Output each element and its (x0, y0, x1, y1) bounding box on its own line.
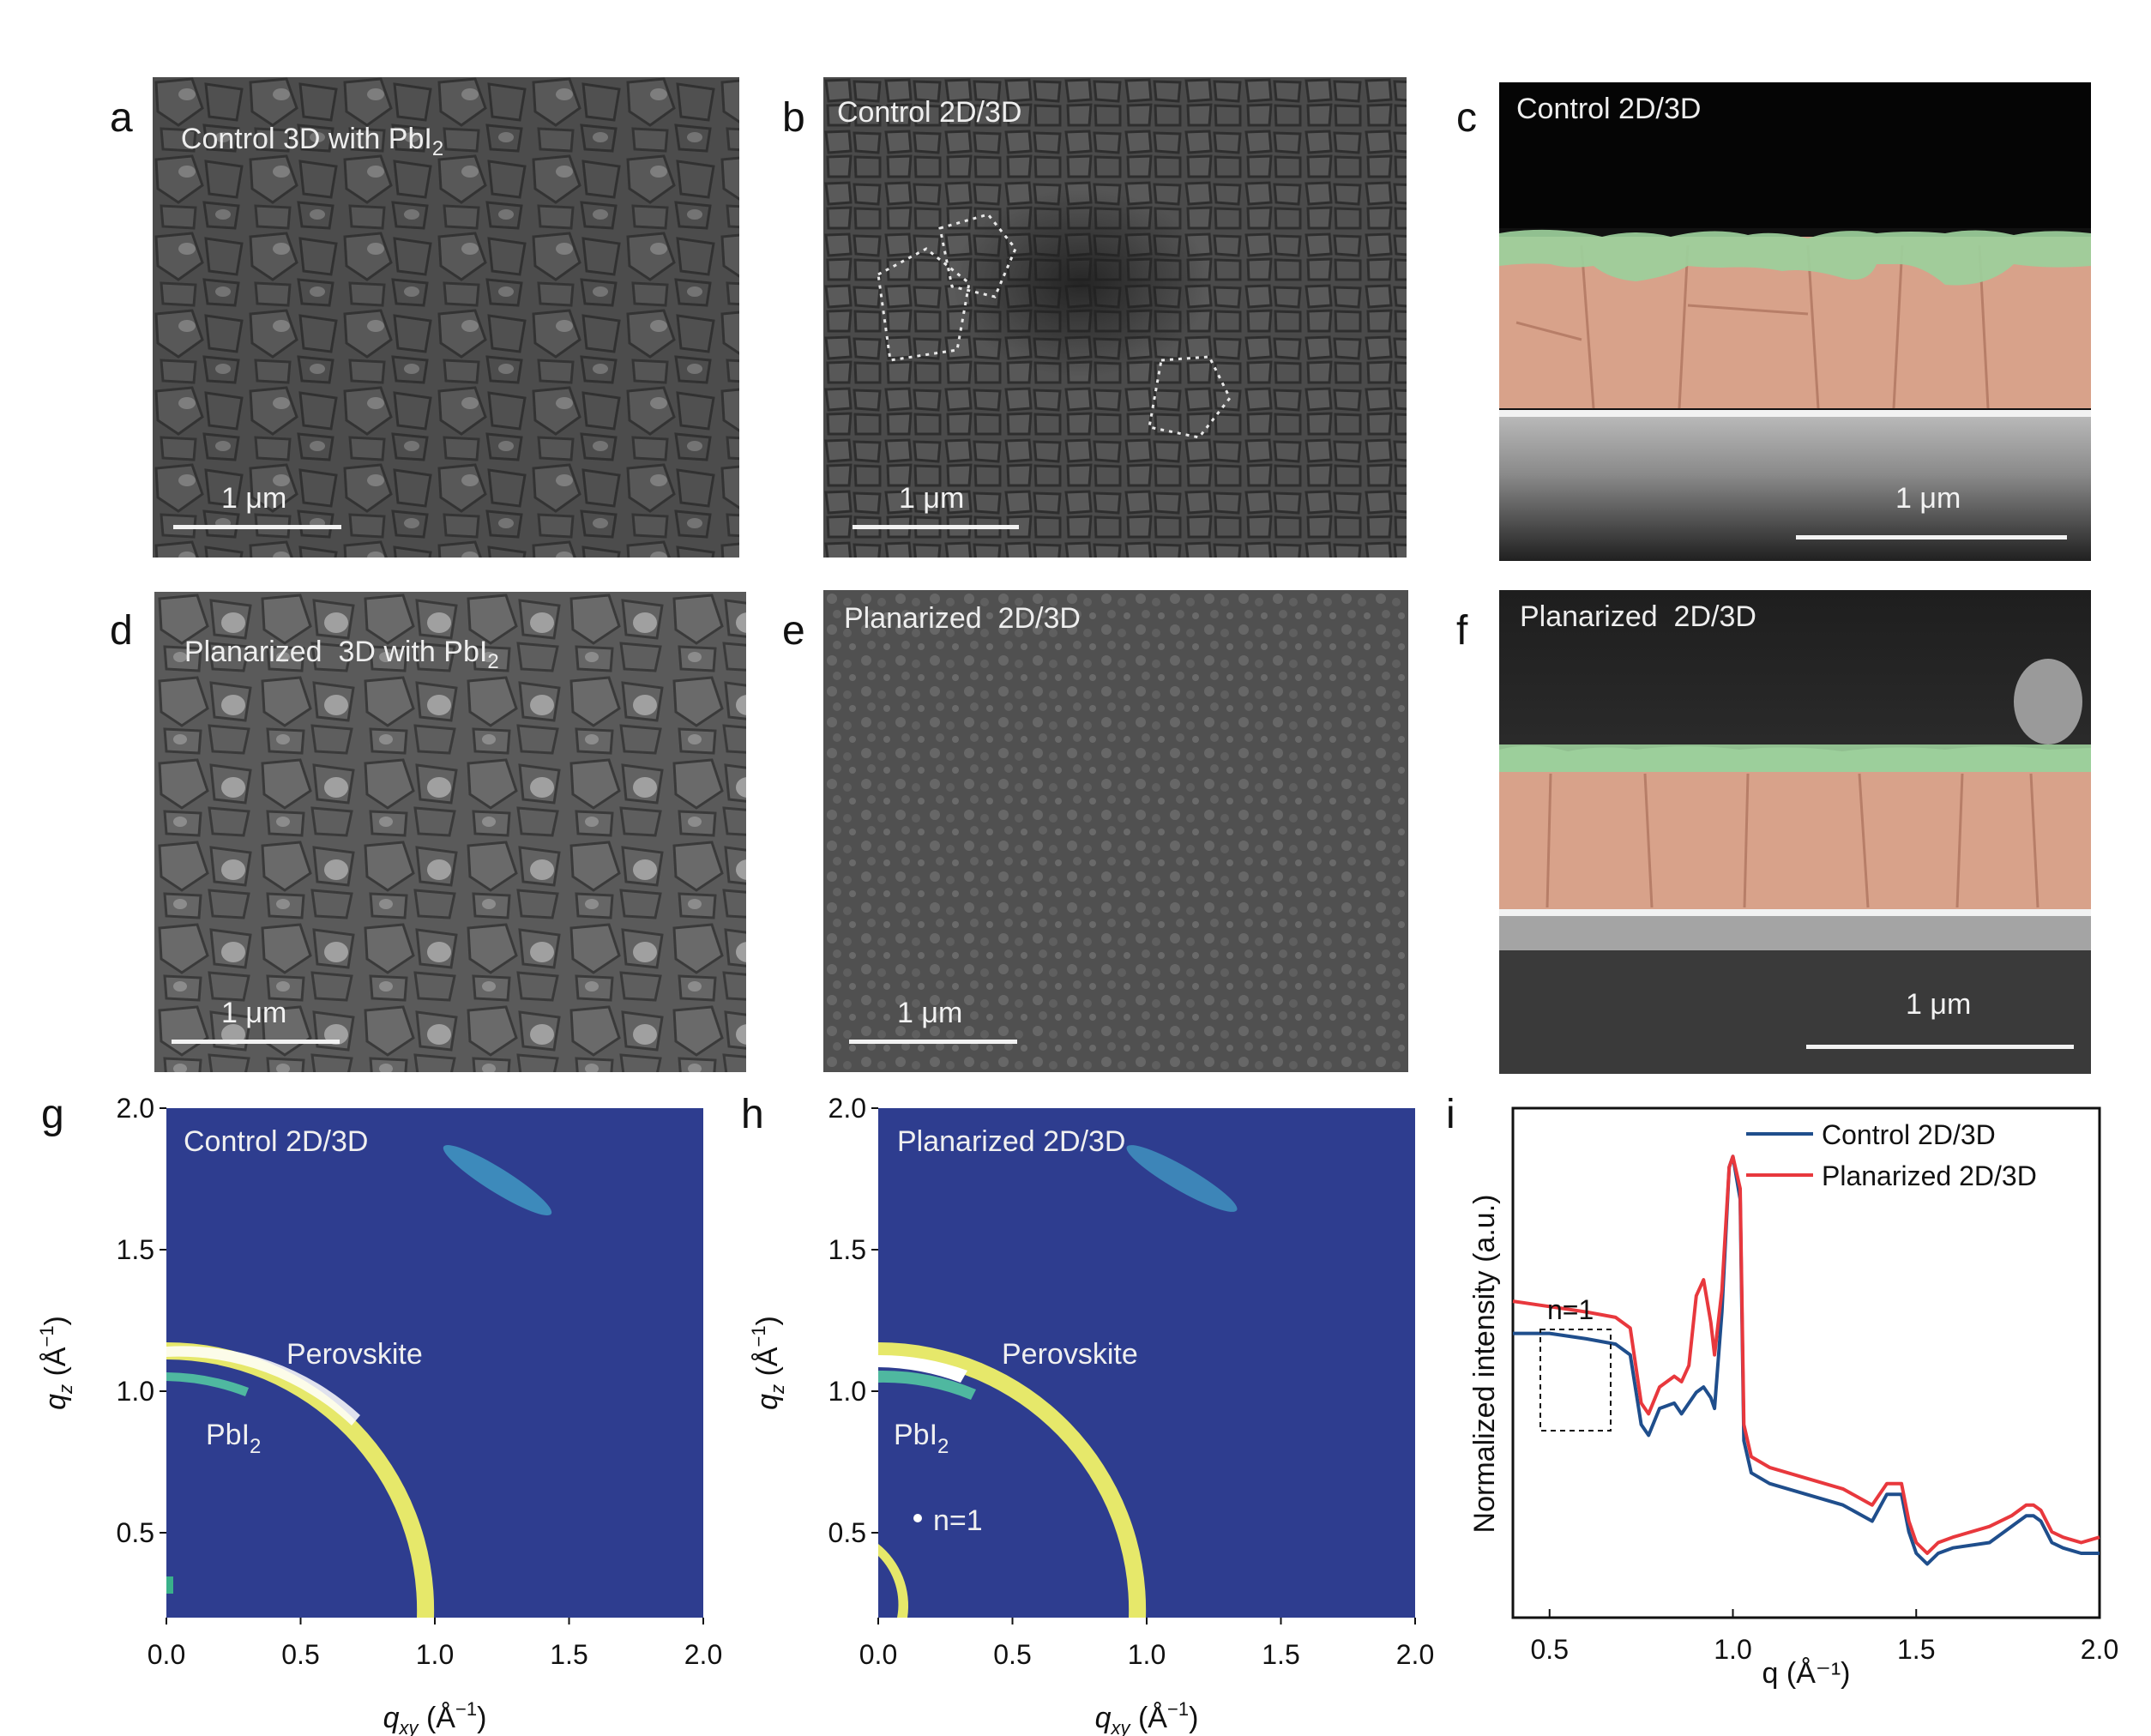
perovskite-label: Perovskite (1002, 1338, 1138, 1371)
scale-bar-b (853, 525, 1019, 529)
series-line-planarized (1512, 1154, 2100, 1555)
giwaxs-h-title: Planarized 2D/3D (897, 1125, 1125, 1158)
scale-label-e: 1 μm (897, 997, 963, 1029)
giwaxs-axes: 0.0 0.5 1.0 1.5 2.0 2.0 1.5 1.0 0.5 qxy (Å−1) qz (… (748, 1093, 1434, 1736)
scale-label-f: 1 μm (1906, 988, 1972, 1021)
panel-d-title: Planarized 3D with PbI2 (184, 636, 499, 673)
pbi2-ring (878, 1370, 976, 1400)
scale-bar-d (172, 1040, 340, 1044)
perovskite-ring (166, 1342, 435, 1618)
panel-label-d: d (110, 608, 133, 654)
x-tick-label: 1.5 (550, 1639, 587, 1670)
legend-label-planarized: Planarized 2D/3D (1822, 1160, 2037, 1191)
giwaxs-map-h: Planarized 2D/3D Perovskite PbI2 n=1 0.0… (748, 1093, 1434, 1736)
y-tick-label: 0.5 (828, 1517, 866, 1548)
x-tick-label: 2.0 (2081, 1634, 2118, 1665)
perovskite-ring-highlight (166, 1346, 360, 1426)
x-tick-label: 0.0 (859, 1639, 897, 1670)
scale-label-c: 1 μm (1895, 482, 1961, 515)
panel-label-f: f (1456, 608, 1468, 654)
legend-label-control: Control 2D/3D (1822, 1119, 1996, 1150)
n1-label: n=1 (933, 1504, 983, 1537)
y-axis-label: Normalized intensity (a.u.) (1468, 1195, 1501, 1534)
x-tick-label: 1.0 (416, 1639, 454, 1670)
scale-label-b: 1 μm (899, 482, 965, 515)
perovskite-ring (878, 1342, 1147, 1618)
scale-bar-a (173, 525, 341, 529)
scale-bar-f (1806, 1045, 2074, 1049)
y-tick-label: 1.0 (117, 1376, 154, 1407)
scale-label-d: 1 μm (221, 997, 287, 1029)
n1-box-label: n=1 (1547, 1294, 1594, 1325)
panel-label-a: a (110, 95, 133, 141)
y-tick-label: 2.0 (828, 1093, 866, 1124)
x-tick-label: 1.5 (1262, 1639, 1299, 1670)
x-axis-label: qxy (Å−1) (1095, 1698, 1199, 1736)
panel-label-i: i (1446, 1092, 1455, 1137)
y-tick-label: 1.5 (117, 1234, 154, 1265)
scale-bar-c (1796, 535, 2067, 539)
x-axis-label: q (Å⁻¹) (1762, 1657, 1851, 1690)
giwaxs-map-g: Control 2D/3D Perovskite PbI2 0.0 0.5 1.0 1… (36, 1093, 722, 1736)
low-q-spot (166, 1576, 173, 1594)
x-tick-label: 1.0 (1128, 1639, 1166, 1670)
y-tick-label: 1.5 (828, 1234, 866, 1265)
sem-image-b (823, 77, 1407, 558)
x-tick-label: 1.0 (1714, 1634, 1751, 1665)
perovskite-label: Perovskite (286, 1338, 423, 1371)
y-tick-label: 2.0 (117, 1093, 154, 1124)
series-line-control (1513, 1154, 2100, 1566)
scale-bar-e (849, 1040, 1017, 1044)
panel-label-e: e (782, 608, 805, 654)
panel-label-h: h (741, 1092, 764, 1137)
panel-a-title: Control 3D with PbI2 (180, 123, 444, 160)
scale-label-a: 1 μm (221, 482, 287, 515)
x-axis-label: qxy (Å−1) (383, 1698, 487, 1736)
sem-image-e (823, 590, 1408, 1072)
series-lines (1512, 1154, 2100, 1566)
sem-image-d (154, 592, 746, 1072)
y-axis-label: qz (Å−1) (748, 1316, 788, 1410)
diffraction-streak (1126, 1145, 1238, 1212)
x-tick-label: 2.0 (1396, 1639, 1434, 1670)
n1-marker (913, 1514, 922, 1522)
x-tick-label: 0.5 (1531, 1634, 1569, 1665)
y-tick-label: 0.5 (117, 1517, 154, 1548)
x-tick-label: 0.5 (281, 1639, 319, 1670)
x-tick-label: 0.5 (993, 1639, 1031, 1670)
sem-cross-section-c (1499, 82, 2091, 561)
panel-label-g: g (41, 1092, 64, 1137)
pbi2-ring (166, 1372, 249, 1396)
n1-box (1539, 1329, 1612, 1432)
giwaxs-axes: 0.0 0.5 1.0 1.5 2.0 2.0 1.5 1.0 0.5 qxy (Å−1) qz (… (36, 1093, 722, 1736)
pbi2-label: PbI2 (894, 1419, 949, 1458)
panel-e-title: Planarized 2D/3D (844, 602, 1081, 635)
x-tick-label: 0.0 (148, 1639, 185, 1670)
perovskite-ring-highlight (878, 1354, 967, 1383)
n1-ring (878, 1544, 909, 1618)
sem-image-a (153, 77, 739, 558)
x-tick-label: 2.0 (684, 1639, 722, 1670)
giwaxs-g-title: Control 2D/3D (184, 1125, 368, 1158)
y-axis-label: qz (Å−1) (36, 1316, 76, 1410)
x-axis-ticks: 0.5 1.0 1.5 2.0 (1531, 1609, 2118, 1665)
pbi2-label: PbI2 (206, 1419, 261, 1458)
intensity-line-chart: 0.5 1.0 1.5 2.0 n=1 Control 2D/3D Planarize… (1468, 1106, 2118, 1690)
panel-label-b: b (782, 95, 805, 141)
panel-c-title: Control 2D/3D (1516, 93, 1702, 125)
y-tick-label: 1.0 (828, 1376, 866, 1407)
panel-b-title: Control 2D/3D (837, 96, 1022, 129)
panel-f-title: Planarized 2D/3D (1520, 600, 1756, 633)
sem-cross-section-f (1499, 590, 2091, 1074)
x-tick-label: 1.5 (1897, 1634, 1935, 1665)
diffraction-streak (443, 1145, 552, 1215)
panel-label-c: c (1456, 95, 1477, 141)
